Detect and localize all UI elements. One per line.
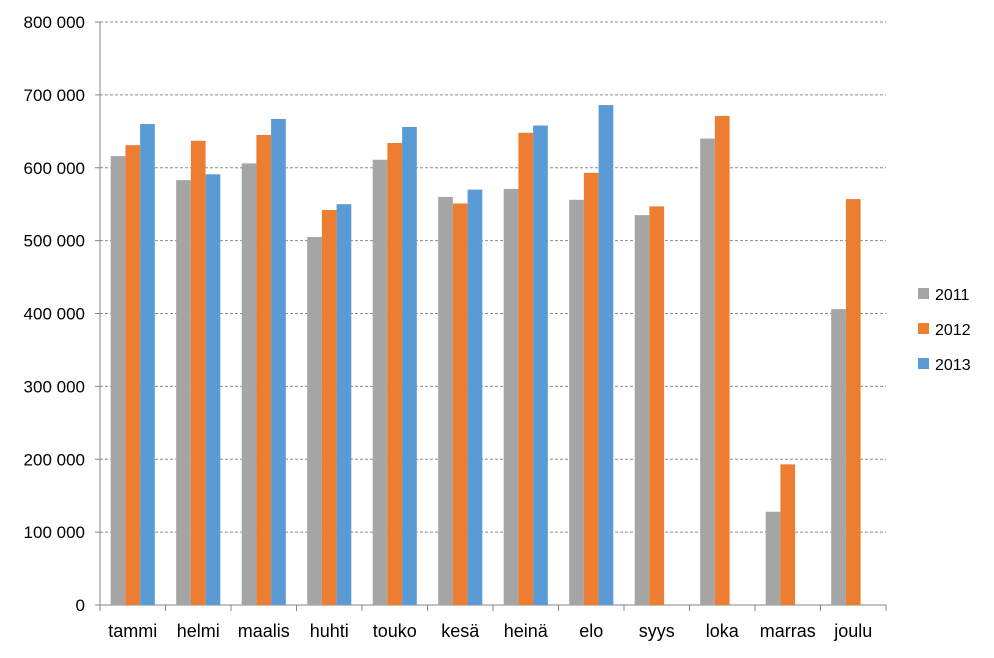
x-category-label: tammi xyxy=(108,621,157,641)
legend-label: 2012 xyxy=(935,322,971,339)
y-tick-label: 0 xyxy=(76,596,85,615)
x-category-label: maalis xyxy=(238,621,290,641)
x-category-label: helmi xyxy=(177,621,220,641)
x-category-label: loka xyxy=(706,621,740,641)
y-tick-label: 400 000 xyxy=(24,305,85,324)
bar-2011-11 xyxy=(831,309,846,605)
y-tick-label: 200 000 xyxy=(24,450,85,469)
bar-2011-9 xyxy=(700,138,715,605)
x-category-label: elo xyxy=(579,621,603,641)
bar-2012-11 xyxy=(845,199,861,605)
y-tick-label: 700 000 xyxy=(24,86,85,105)
bar-2011-2 xyxy=(241,163,257,605)
y-tick-label: 300 000 xyxy=(24,377,85,396)
x-category-label: kesä xyxy=(441,621,480,641)
bar-2013-3 xyxy=(336,204,352,605)
bar-2012-10 xyxy=(780,464,796,605)
bar-2013-0 xyxy=(140,124,155,606)
bar-2012-0 xyxy=(125,145,141,605)
x-category-label: huhti xyxy=(310,621,349,641)
bar-2012-2 xyxy=(256,134,272,606)
legend-label: 2011 xyxy=(935,287,970,304)
x-category-label: joulu xyxy=(833,621,872,641)
bar-2012-8 xyxy=(649,206,665,605)
bar-2011-0 xyxy=(110,156,126,605)
legend-label: 2013 xyxy=(935,357,971,374)
bar-2013-5 xyxy=(467,189,483,606)
x-category-label: heinä xyxy=(504,621,549,641)
legend-swatch-2012 xyxy=(918,323,929,334)
bar-2011-7 xyxy=(569,199,584,605)
bar-2011-10 xyxy=(765,511,781,605)
bar-2012-7 xyxy=(583,172,599,605)
y-tick-label: 100 000 xyxy=(24,523,85,542)
bar-2013-4 xyxy=(402,126,417,605)
y-tick-label: 500 000 xyxy=(24,232,85,251)
legend-swatch-2013 xyxy=(918,358,929,369)
bar-2011-8 xyxy=(634,215,650,605)
bar-2012-9 xyxy=(714,116,730,605)
bar-2012-6 xyxy=(518,132,534,605)
bar-2013-1 xyxy=(205,174,221,605)
y-tick-label: 800 000 xyxy=(24,13,85,32)
bar-2012-5 xyxy=(452,203,468,606)
bar-2011-1 xyxy=(176,180,191,606)
bar-2011-5 xyxy=(438,196,453,605)
x-category-label: syys xyxy=(639,621,675,641)
bar-2013-7 xyxy=(598,105,614,605)
x-category-label: marras xyxy=(760,621,816,641)
x-category-label: touko xyxy=(373,621,417,641)
bar-2012-4 xyxy=(387,142,403,605)
bar-2012-1 xyxy=(190,140,206,605)
bar-2011-4 xyxy=(372,159,388,605)
legend-swatch-2011 xyxy=(918,288,929,299)
y-tick-label: 600 000 xyxy=(24,159,85,178)
bar-2013-6 xyxy=(533,125,548,606)
bar-2013-2 xyxy=(271,118,286,605)
bar-2011-3 xyxy=(307,236,322,605)
bar-2011-6 xyxy=(503,188,519,606)
bar-2012-3 xyxy=(321,210,337,605)
